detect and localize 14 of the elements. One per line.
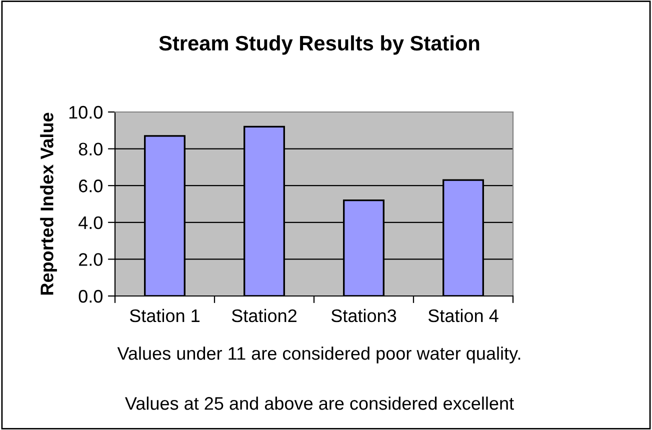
x-tick-label: Station3 bbox=[331, 308, 396, 322]
y-tick-label: 6.0 bbox=[79, 180, 102, 192]
y-tick-label: 10.0 bbox=[69, 106, 102, 119]
y-axis-title: Reported Index Value bbox=[40, 112, 57, 295]
text: Values under 11 are considered poor water quality. bbox=[117, 346, 520, 364]
y-tick-label: 2.0 bbox=[79, 253, 102, 266]
y-tick-label: 0.0 bbox=[78, 290, 102, 303]
y-tick-label: 4.0 bbox=[78, 216, 102, 230]
y-tick-label: 8.0 bbox=[78, 142, 102, 156]
x-tick-label: Station 1 bbox=[130, 308, 200, 322]
x-tick-label: Station2 bbox=[232, 308, 296, 322]
text: Values at 25 and above are considered excellent bbox=[125, 396, 514, 410]
x-tick-label: Station 4 bbox=[428, 308, 498, 322]
chart-title: Stream Study Results by Station bbox=[159, 35, 480, 55]
